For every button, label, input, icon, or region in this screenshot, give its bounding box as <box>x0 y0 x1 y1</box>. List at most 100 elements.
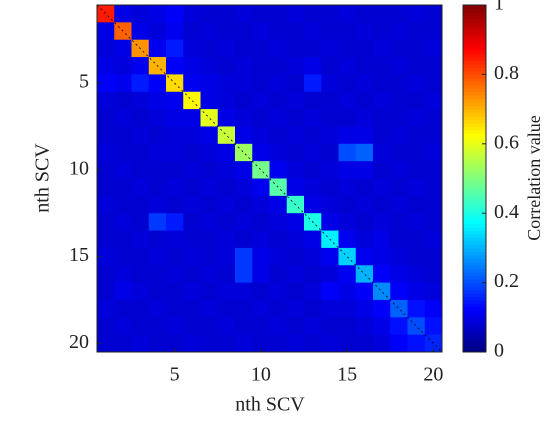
colorbar-segment <box>463 320 486 325</box>
colorbar-segment <box>463 171 486 176</box>
colorbar-segment <box>463 286 486 291</box>
heatmap-cell <box>373 247 391 266</box>
heatmap-cell <box>321 265 339 283</box>
heatmap-cell <box>166 57 184 75</box>
heatmap-cell <box>148 195 167 214</box>
heatmap-cell <box>390 39 408 58</box>
heatmap-cell <box>286 265 305 283</box>
heatmap-cell <box>424 195 443 214</box>
colorbar-segment <box>463 39 486 44</box>
colorbar-segment <box>463 43 486 48</box>
heatmap-cell <box>390 247 408 266</box>
heatmap-cell <box>338 213 357 231</box>
heatmap-cell <box>235 195 253 214</box>
colorbar-segment <box>463 15 486 20</box>
heatmap-cell <box>97 247 115 266</box>
heatmap-cell <box>304 5 322 23</box>
colorbar-segment <box>463 244 486 249</box>
heatmap-cell <box>269 143 288 162</box>
heatmap-cell <box>269 334 288 353</box>
heatmap-cell <box>114 143 132 162</box>
heatmap-cell <box>321 299 339 318</box>
heatmap-cell <box>148 39 167 58</box>
heatmap-cell <box>217 143 236 162</box>
heatmap-cell <box>235 57 253 75</box>
heatmap-cell <box>148 334 167 353</box>
colorbar-segment <box>463 109 486 114</box>
heatmap-cell <box>252 39 270 58</box>
heatmap-cell <box>183 317 201 336</box>
heatmap-cell <box>304 178 322 197</box>
heatmap-cell <box>97 317 115 336</box>
colorbar-segment <box>463 11 486 16</box>
heatmap-cell <box>217 109 236 127</box>
colorbar-segment <box>463 67 486 72</box>
heatmap-cell <box>304 57 322 75</box>
heatmap-cell <box>373 5 391 23</box>
colorbar-segment <box>463 338 486 343</box>
heatmap-cell <box>338 5 357 23</box>
heatmap-cell <box>269 109 288 127</box>
colorbar-segment <box>463 133 486 138</box>
heatmap-cell <box>148 247 167 266</box>
heatmap-cell <box>286 161 305 179</box>
colorbar-segment <box>463 303 486 308</box>
heatmap-cell <box>338 317 357 336</box>
heatmap-cell <box>148 143 167 162</box>
heatmap-cell <box>97 299 115 318</box>
y-tick-label: 20 <box>69 331 89 353</box>
heatmap-cell <box>200 178 219 197</box>
colorbar-segment <box>463 147 486 152</box>
colorbar-segment <box>463 32 486 37</box>
heatmap-cell <box>148 317 167 336</box>
heatmap-cell <box>304 109 322 127</box>
heatmap-cell <box>114 161 132 179</box>
colorbar-segment <box>463 84 486 89</box>
heatmap-cell <box>235 126 253 145</box>
heatmap-cell <box>338 22 357 41</box>
heatmap-cell <box>304 143 322 162</box>
heatmap-cell <box>183 213 201 231</box>
heatmap-cell <box>390 91 408 110</box>
heatmap-cell <box>183 143 201 162</box>
colorbar-segment <box>463 341 486 346</box>
heatmap-cell <box>338 178 357 197</box>
heatmap-cell <box>373 39 391 58</box>
colorbar-segment <box>463 88 486 93</box>
heatmap-cell <box>373 334 391 353</box>
colorbar-segment <box>463 57 486 62</box>
heatmap-cell <box>286 22 305 41</box>
heatmap-cell <box>407 57 426 75</box>
heatmap-cell <box>373 213 391 231</box>
heatmap-cell <box>166 178 184 197</box>
heatmap-cell <box>321 143 339 162</box>
colorbar-segment <box>463 299 486 304</box>
heatmap-cell <box>424 213 443 231</box>
heatmap-cell <box>131 195 150 214</box>
colorbar-segment <box>463 293 486 297</box>
heatmap-cell <box>131 247 150 266</box>
heatmap-cell <box>114 91 132 110</box>
heatmap-cell <box>252 57 270 75</box>
heatmap-cell <box>97 334 115 353</box>
heatmap-cell <box>424 161 443 179</box>
colorbar-segment <box>463 345 486 350</box>
heatmap-cell <box>131 213 150 231</box>
heatmap-cell <box>217 265 236 283</box>
heatmap-cell <box>148 178 167 197</box>
heatmap-cell <box>355 299 374 318</box>
heatmap-cell <box>217 22 236 41</box>
colorbar-segment <box>463 126 486 131</box>
heatmap-cell <box>200 247 219 266</box>
heatmap-cell <box>235 161 253 179</box>
heatmap-cell <box>373 91 391 110</box>
colorbar-segment <box>463 327 486 332</box>
colorbar-segment <box>463 181 486 186</box>
colorbar-segment <box>463 60 486 65</box>
heatmap-cell <box>166 39 184 58</box>
heatmap-cell <box>373 230 391 249</box>
heatmap-cell <box>390 126 408 145</box>
heatmap-cell <box>183 230 201 249</box>
colorbar-segment <box>463 77 486 82</box>
heatmap-cell <box>373 317 391 336</box>
